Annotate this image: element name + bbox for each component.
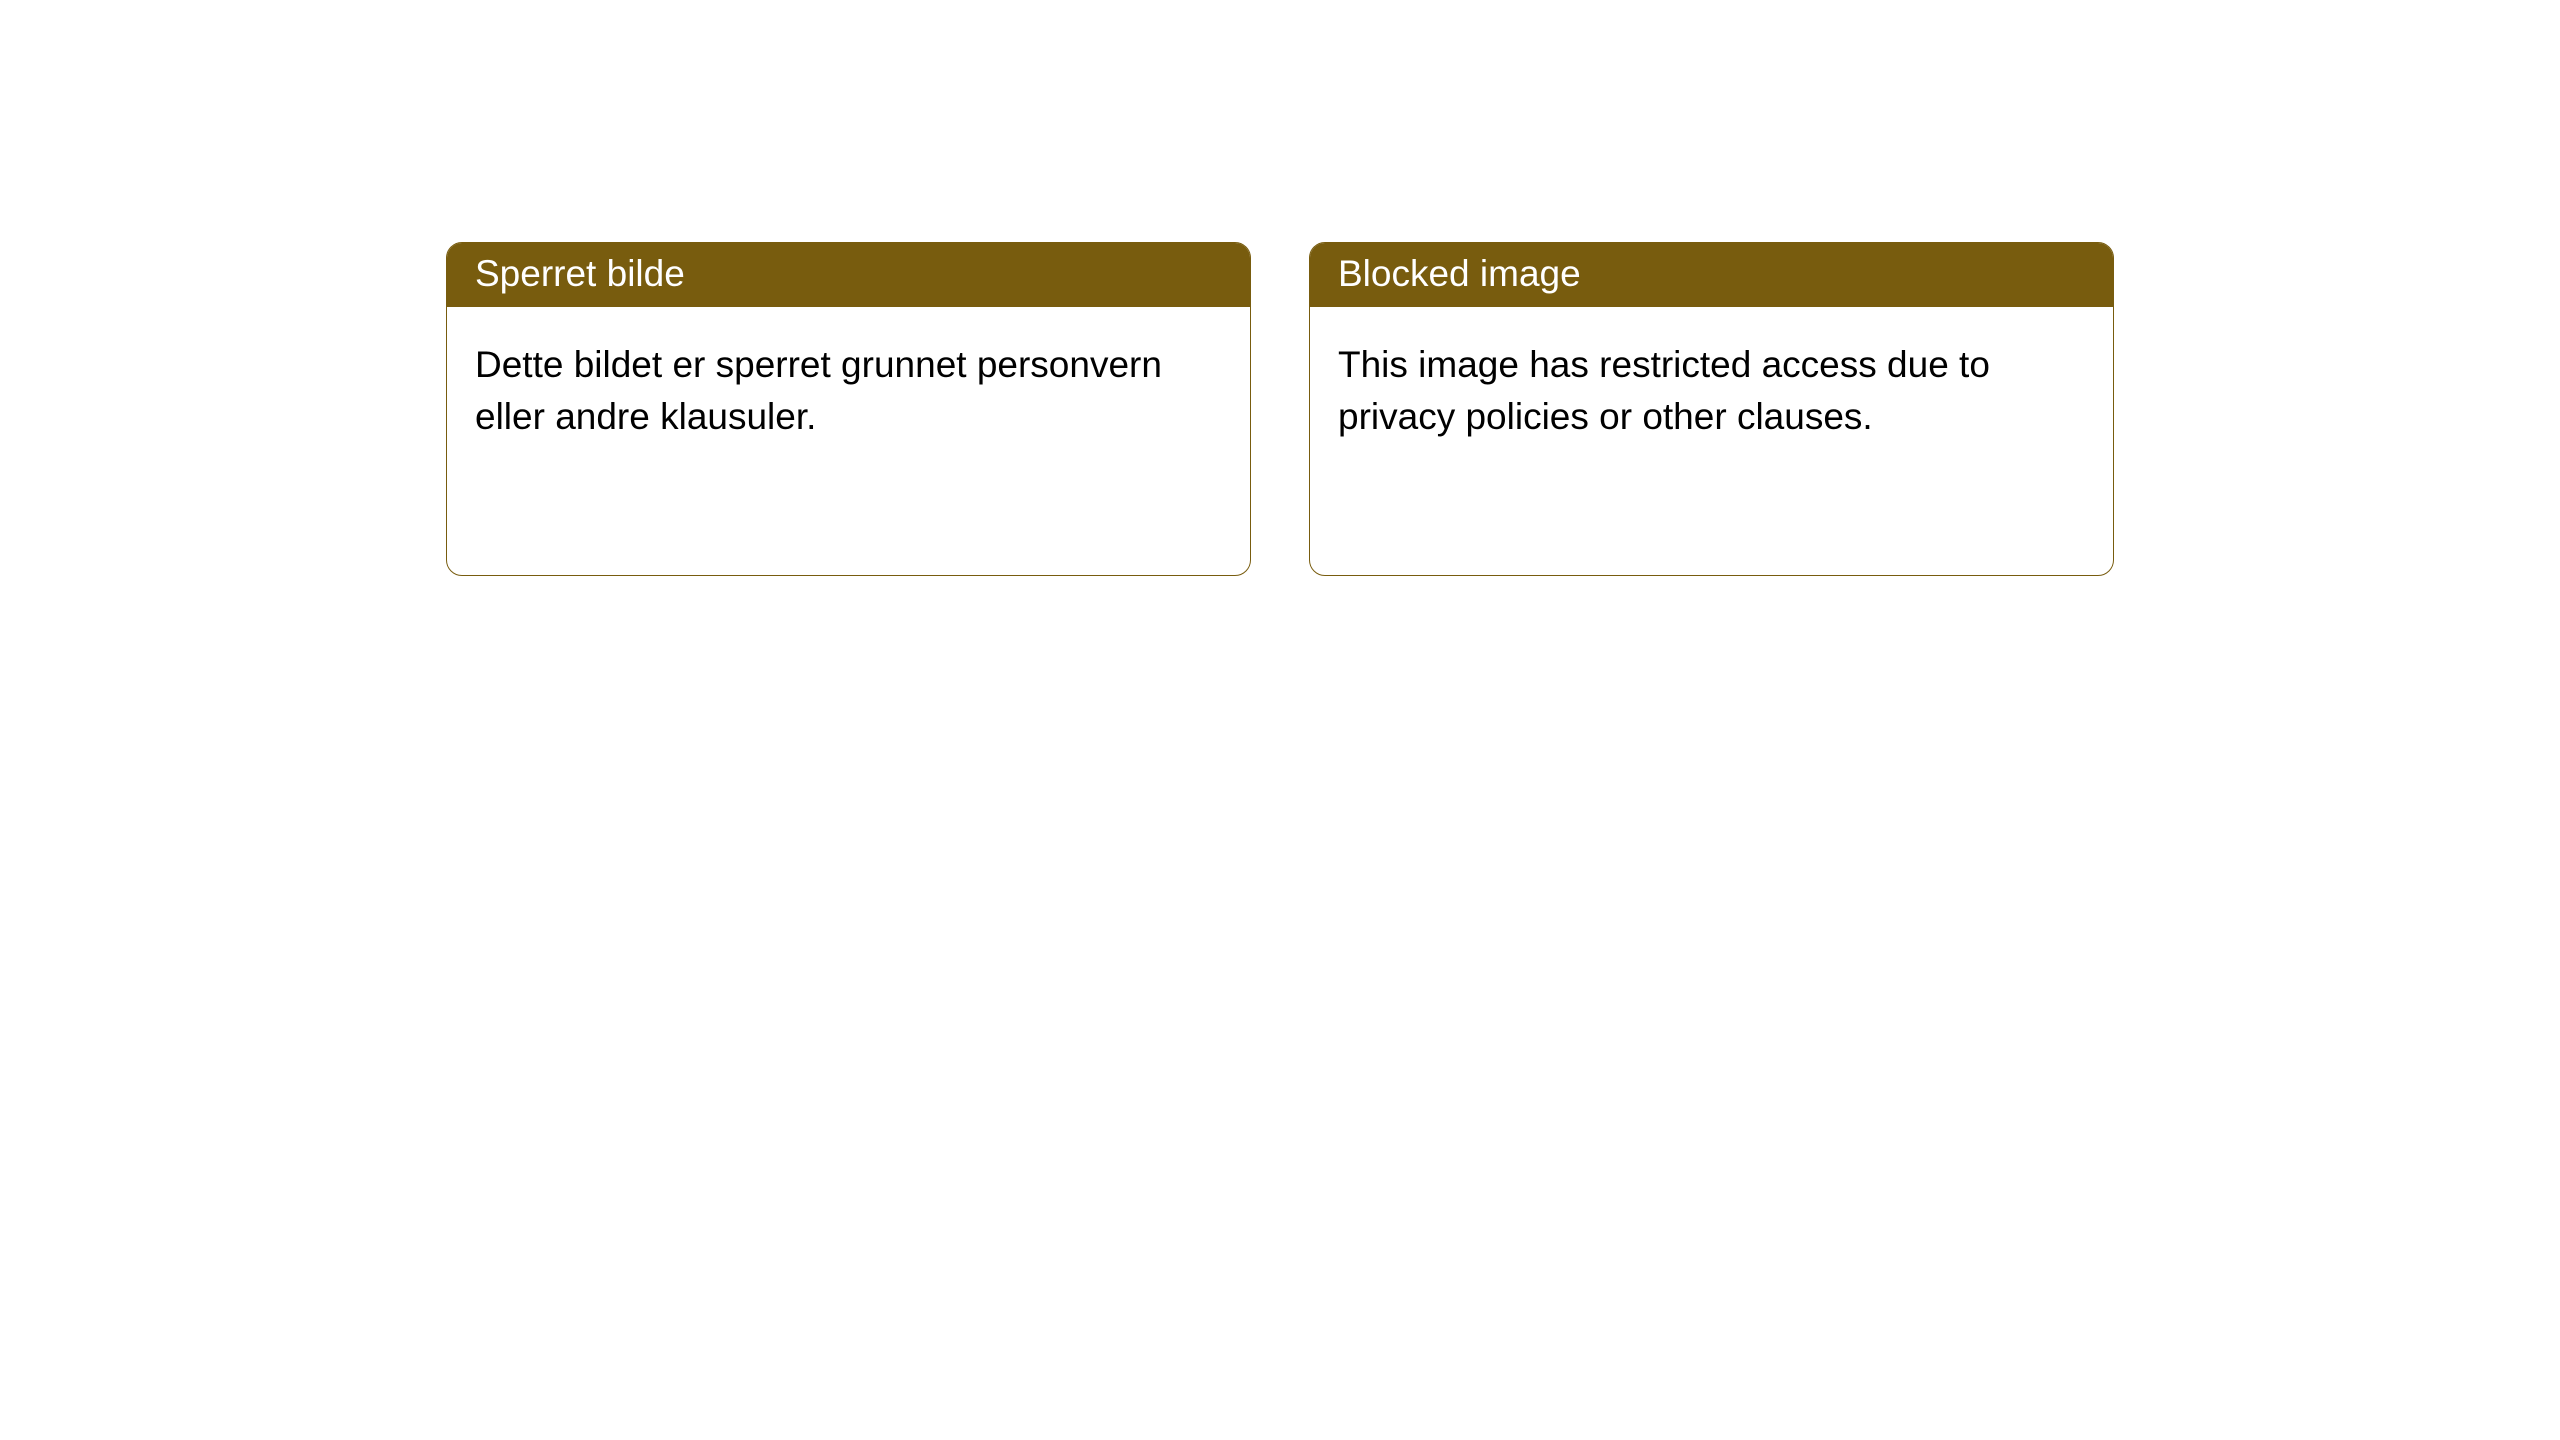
notice-title-norwegian: Sperret bilde — [447, 243, 1250, 307]
notice-title-english: Blocked image — [1310, 243, 2113, 307]
notice-container: Sperret bilde Dette bildet er sperret gr… — [0, 0, 2560, 576]
notice-body-english: This image has restricted access due to … — [1310, 307, 2113, 475]
notice-card-english: Blocked image This image has restricted … — [1309, 242, 2114, 576]
notice-card-norwegian: Sperret bilde Dette bildet er sperret gr… — [446, 242, 1251, 576]
notice-body-norwegian: Dette bildet er sperret grunnet personve… — [447, 307, 1250, 475]
